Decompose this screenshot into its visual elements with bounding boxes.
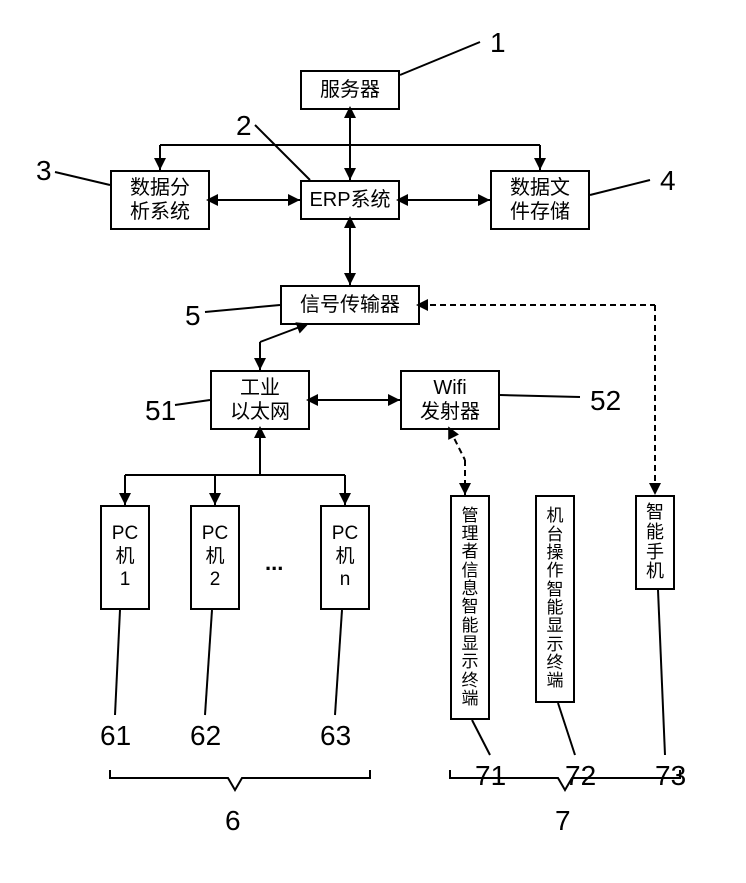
label-73: 73: [655, 760, 686, 792]
label-4: 4: [660, 165, 676, 197]
label-71: 71: [475, 760, 506, 792]
label-6: 6: [225, 805, 241, 837]
label-51: 51: [145, 395, 176, 427]
node-pc1: PC 机 1: [100, 505, 150, 610]
label-7: 7: [555, 805, 571, 837]
node-storage: 数据文 件存储: [490, 170, 590, 230]
node-pc2: PC 机 2: [190, 505, 240, 610]
label-63: 63: [320, 720, 351, 752]
node-wifi: Wifi 发射器: [400, 370, 500, 430]
node-analysis: 数据分 析系统: [110, 170, 210, 230]
label-72: 72: [565, 760, 596, 792]
label-61: 61: [100, 720, 131, 752]
node-op-terminal: 机 台 操 作 智 能 显 示 终 端: [535, 495, 575, 703]
node-smartphone: 智 能 手 机: [635, 495, 675, 590]
label-2: 2: [236, 110, 252, 142]
ellipsis: ...: [265, 550, 283, 576]
label-62: 62: [190, 720, 221, 752]
node-pcn: PC 机 n: [320, 505, 370, 610]
label-3: 3: [36, 155, 52, 187]
node-mgr-terminal: 管 理 者 信 息 智 能 显 示 终 端: [450, 495, 490, 720]
label-1: 1: [490, 27, 506, 59]
label-52: 52: [590, 385, 621, 417]
label-5: 5: [185, 300, 201, 332]
node-erp: ERP系统: [300, 180, 400, 220]
node-ethernet: 工业 以太网: [210, 370, 310, 430]
node-transmitter: 信号传输器: [280, 285, 420, 325]
node-server: 服务器: [300, 70, 400, 110]
